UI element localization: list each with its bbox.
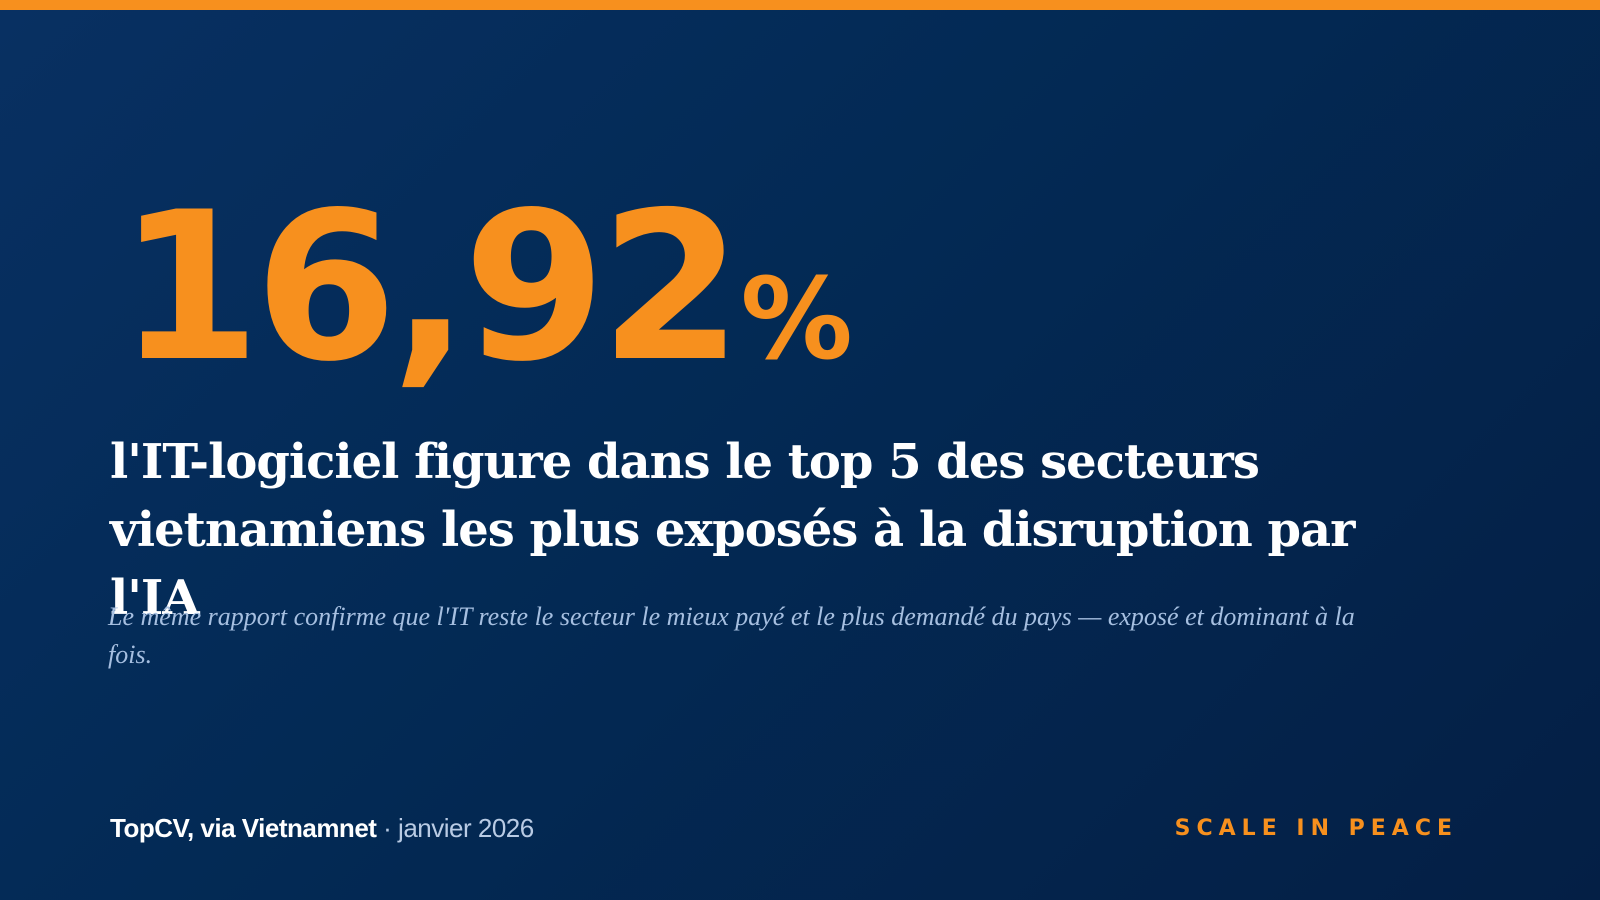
brand-logo-text: SCALE IN PEACE <box>1174 816 1458 841</box>
statistic-unit: % <box>740 255 853 385</box>
source-separator: · <box>376 813 399 843</box>
statistic-value: 16,92 <box>118 169 742 407</box>
top-accent-bar <box>0 0 1600 10</box>
headline-text: l'IT-logiciel figure dans le top 5 des s… <box>110 434 1355 626</box>
subtitle-text: Le même rapport confirme que l'IT reste … <box>108 602 1355 669</box>
source-date: janvier 2026 <box>398 813 534 843</box>
source-citation: TopCV, via Vietnamnet · janvier 2026 <box>110 811 534 845</box>
source-name: TopCV, via Vietnamnet <box>110 813 377 843</box>
headline-statistic: 16,92% <box>118 186 853 391</box>
